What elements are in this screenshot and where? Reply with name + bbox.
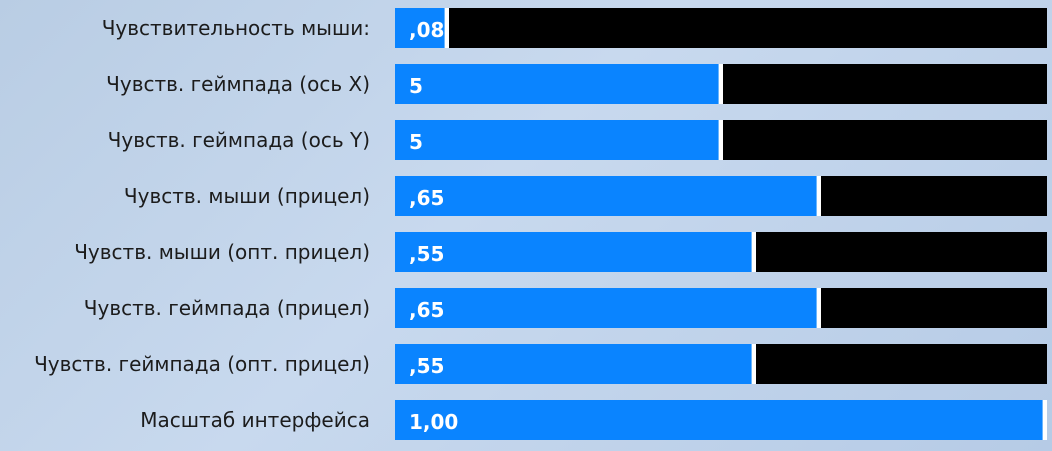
slider-value: ,55 [409, 242, 445, 266]
slider-value: ,08 [409, 18, 445, 42]
mouse-sensitivity-slider[interactable]: ,08 [395, 8, 1047, 48]
setting-row-ui-scale: Масштаб интерфейса 1,00 [0, 400, 1052, 440]
slider-fill [395, 288, 819, 328]
slider-handle[interactable] [719, 120, 723, 160]
setting-row-mouse-aim: Чувств. мыши (прицел) ,65 [0, 176, 1052, 216]
setting-label: Чувств. мыши (прицел) [123, 184, 370, 208]
setting-row-gamepad-scope: Чувств. геймпада (опт. прицел) ,55 [0, 344, 1052, 384]
slider-handle[interactable] [752, 344, 756, 384]
slider-fill [395, 120, 721, 160]
ui-scale-slider[interactable]: 1,00 [395, 400, 1047, 440]
slider-fill [395, 400, 1047, 440]
slider-fill [395, 344, 754, 384]
setting-row-gamepad-aim: Чувств. геймпада (прицел) ,65 [0, 288, 1052, 328]
setting-label: Чувств. геймпада (ось X) [106, 72, 370, 96]
slider-handle[interactable] [817, 288, 821, 328]
slider-handle[interactable] [817, 176, 821, 216]
mouse-aim-sensitivity-slider[interactable]: ,65 [395, 176, 1047, 216]
setting-label: Масштаб интерфейса [140, 408, 370, 432]
slider-handle[interactable] [752, 232, 756, 272]
slider-fill [395, 176, 819, 216]
gamepad-y-sensitivity-slider[interactable]: 5 [395, 120, 1047, 160]
gamepad-scope-sensitivity-slider[interactable]: ,55 [395, 344, 1047, 384]
slider-fill [395, 64, 721, 104]
slider-handle[interactable] [445, 8, 449, 48]
mouse-scope-sensitivity-slider[interactable]: ,55 [395, 232, 1047, 272]
slider-value: ,55 [409, 354, 445, 378]
setting-row-gamepad-y: Чувств. геймпада (ось Y) 5 [0, 120, 1052, 160]
slider-value: 1,00 [409, 410, 459, 434]
gamepad-aim-sensitivity-slider[interactable]: ,65 [395, 288, 1047, 328]
slider-fill [395, 8, 447, 48]
setting-label: Чувств. мыши (опт. прицел) [74, 240, 370, 264]
gamepad-x-sensitivity-slider[interactable]: 5 [395, 64, 1047, 104]
setting-label: Чувств. геймпада (ось Y) [107, 128, 370, 152]
slider-value: ,65 [409, 298, 445, 322]
slider-value: 5 [409, 130, 423, 154]
setting-row-mouse-scope: Чувств. мыши (опт. прицел) ,55 [0, 232, 1052, 272]
slider-handle[interactable] [1043, 400, 1047, 440]
slider-handle[interactable] [719, 64, 723, 104]
slider-value: 5 [409, 74, 423, 98]
setting-label: Чувств. геймпада (опт. прицел) [0, 344, 370, 384]
setting-row-mouse-sensitivity: Чувствительность мыши: ,08 [0, 8, 1052, 48]
slider-fill [395, 232, 754, 272]
setting-label-text: Чувств. геймпада (опт. прицел) [34, 352, 370, 376]
setting-label: Чувств. геймпада (прицел) [83, 296, 370, 320]
setting-row-gamepad-x: Чувств. геймпада (ось X) 5 [0, 64, 1052, 104]
setting-label: Чувствительность мыши: [101, 16, 370, 40]
slider-value: ,65 [409, 186, 445, 210]
